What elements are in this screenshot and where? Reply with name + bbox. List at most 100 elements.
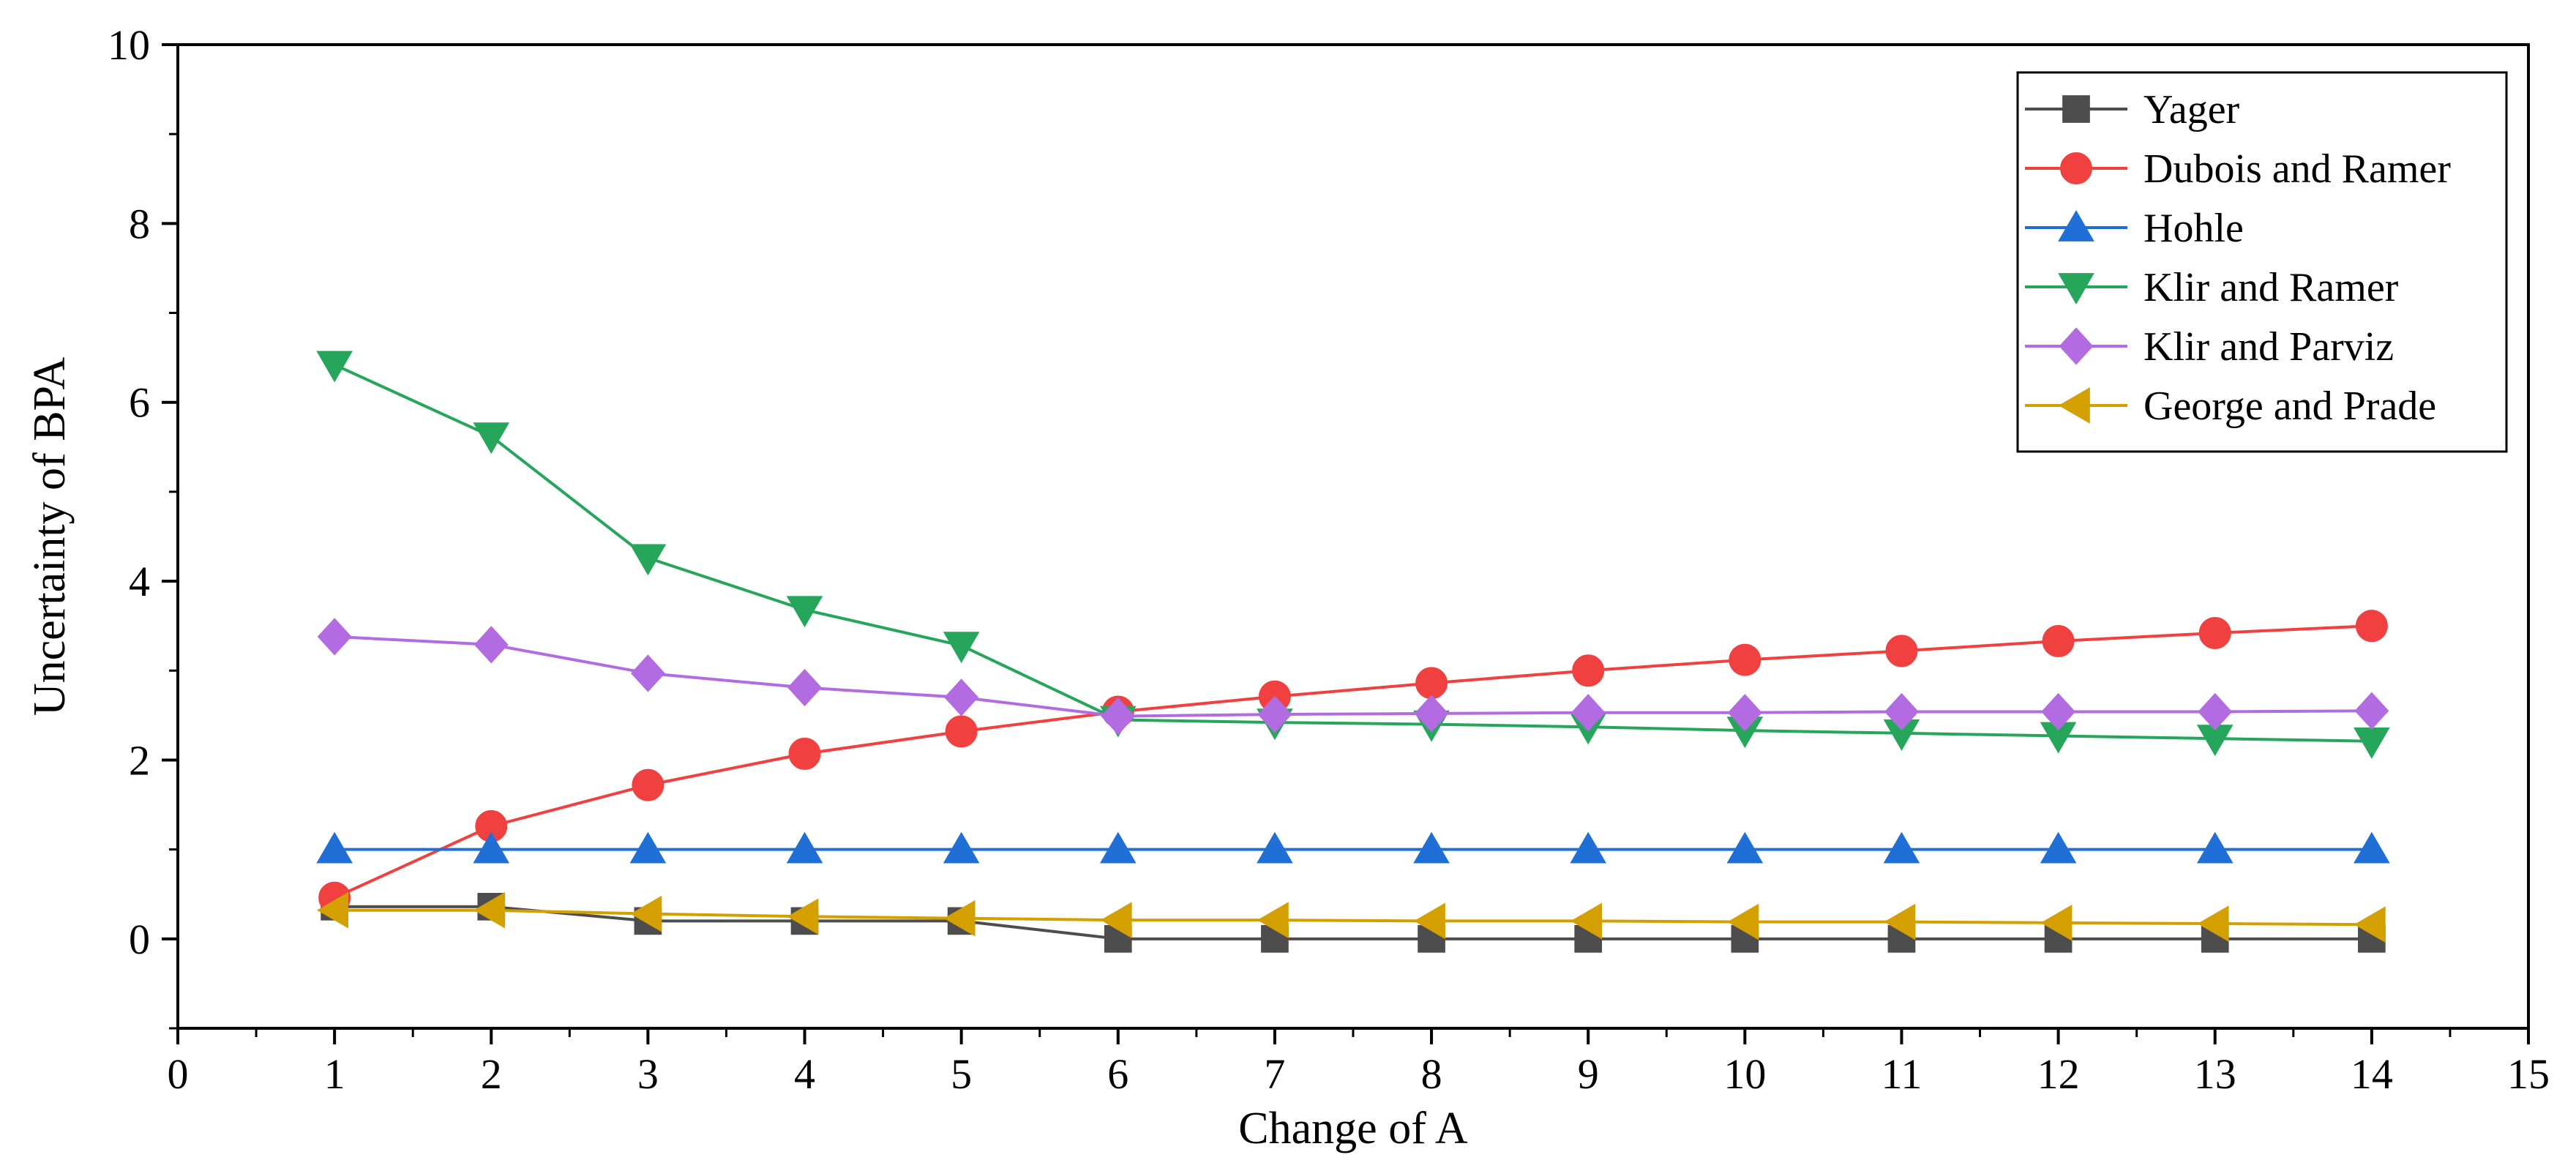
x-tick-label: 15: [2507, 1050, 2550, 1098]
data-point-hohle: [2196, 831, 2234, 864]
data-point-dubois-and-ramer: [1729, 643, 1761, 676]
legend-item-klir-and-ramer: Klir and Ramer: [2025, 265, 2399, 310]
y-tick-label: 8: [129, 200, 150, 247]
legend-marker: [2058, 387, 2090, 424]
x-tick-label: 13: [2194, 1050, 2236, 1098]
legend-label: Yager: [2143, 87, 2240, 132]
data-point-dubois-and-ramer: [1885, 635, 1918, 667]
legend-item-george-and-prade: George and Prade: [2025, 384, 2436, 429]
data-point-hohle: [1570, 831, 1607, 864]
x-tick-label: 6: [1107, 1050, 1128, 1098]
x-tick-label: 9: [1578, 1050, 1599, 1098]
data-point-hohle: [1413, 831, 1450, 864]
y-tick-label: 10: [108, 21, 150, 69]
data-point-klir-and-ramer: [629, 544, 667, 576]
data-point-george-and-prade: [1727, 903, 1759, 940]
series-dubois-and-ramer: [318, 610, 2388, 914]
data-point-dubois-and-ramer: [632, 768, 664, 801]
data-point-george-and-prade: [2197, 905, 2229, 942]
series-line-george-and-prade: [334, 908, 2372, 927]
x-tick-label: 10: [1723, 1050, 1766, 1098]
data-point-george-and-prade: [473, 891, 506, 929]
data-point-klir-and-parviz: [2041, 692, 2076, 731]
legend-label: George and Prade: [2143, 384, 2436, 429]
x-tick-label: 11: [1882, 1050, 1922, 1098]
x-tick-label: 12: [2037, 1050, 2080, 1098]
data-point-klir-and-parviz: [1884, 692, 1919, 731]
data-point-george-and-prade: [317, 891, 348, 929]
data-point-hohle: [2354, 831, 2390, 864]
series-george-and-prade: [317, 891, 2386, 943]
x-tick-label: 7: [1264, 1050, 1285, 1098]
series-line-yager: [334, 905, 2372, 940]
legend-marker: [2059, 327, 2094, 365]
data-point-dubois-and-ramer: [1572, 654, 1605, 687]
x-tick-label: 1: [324, 1050, 345, 1098]
x-tick-label: 0: [168, 1050, 189, 1098]
series-line-klir-and-parviz: [334, 635, 2372, 718]
data-point-klir-and-parviz: [473, 626, 509, 664]
data-point-hohle: [786, 831, 823, 864]
y-axis-title: Uncertainty of BPA: [25, 357, 75, 716]
data-point-klir-and-ramer: [943, 632, 980, 664]
data-point-klir-and-parviz: [1414, 695, 1449, 733]
series-line-dubois-and-ramer: [334, 624, 2372, 899]
data-point-hohle: [2040, 831, 2077, 864]
data-point-george-and-prade: [1884, 903, 1916, 940]
x-axis-title: Change of A: [1238, 1104, 1468, 1153]
data-point-klir-and-ramer: [473, 422, 510, 454]
x-tick-label: 3: [637, 1050, 659, 1098]
data-point-george-and-prade: [1414, 902, 1445, 940]
x-tick-label: 14: [2351, 1050, 2393, 1098]
series-hohle: [316, 831, 2390, 864]
y-tick-label: 0: [129, 916, 150, 963]
data-point-george-and-prade: [787, 898, 819, 935]
x-tick-label: 8: [1421, 1050, 1442, 1098]
data-point-klir-and-parviz: [317, 618, 352, 656]
legend-item-hohle: Hohle: [2025, 206, 2244, 251]
legend-item-dubois-and-ramer: Dubois and Ramer: [2025, 146, 2451, 192]
legend-item-yager: Yager: [2025, 87, 2240, 132]
data-point-klir-and-ramer: [2354, 727, 2390, 759]
series-line-klir-and-ramer: [334, 363, 2372, 743]
data-point-hohle: [629, 831, 667, 864]
data-point-hohle: [473, 831, 510, 864]
data-point-george-and-prade: [2354, 906, 2386, 943]
data-point-george-and-prade: [1257, 902, 1289, 938]
x-tick-label: 4: [794, 1050, 815, 1098]
legend: Yager Dubois and Ramer Hohle Klir and Ramer…: [2016, 71, 2508, 453]
data-point-klir-and-parviz: [787, 668, 822, 707]
x-tick-label: 5: [951, 1050, 972, 1098]
data-point-hohle: [943, 831, 980, 864]
legend-label: Dubois and Ramer: [2143, 146, 2451, 192]
data-point-george-and-prade: [2040, 904, 2073, 941]
legend-marker: [2062, 95, 2090, 123]
data-point-klir-and-parviz: [1570, 694, 1606, 732]
legend-label: Klir and Ramer: [2143, 265, 2399, 310]
data-point-dubois-and-ramer: [945, 715, 978, 748]
data-point-dubois-and-ramer: [788, 737, 821, 770]
data-point-dubois-and-ramer: [1415, 667, 1448, 700]
data-point-hohle: [1726, 831, 1764, 864]
data-point-klir-and-parviz: [630, 654, 665, 692]
data-point-dubois-and-ramer: [2355, 610, 2388, 643]
series-layer: [316, 351, 2390, 953]
series-klir-and-parviz: [317, 618, 2389, 736]
y-tick-label: 4: [129, 558, 150, 605]
legend-label: Klir and Parviz: [2143, 324, 2394, 370]
data-point-klir-and-parviz: [2198, 692, 2233, 731]
data-point-hohle: [1257, 831, 1293, 864]
data-point-hohle: [316, 831, 353, 864]
data-point-dubois-and-ramer: [2042, 624, 2075, 657]
legend-item-klir-and-parviz: Klir and Parviz: [2025, 324, 2394, 370]
legend-marker: [2058, 273, 2094, 305]
data-point-klir-and-parviz: [2354, 692, 2389, 730]
legend-marker: [2060, 152, 2092, 184]
data-point-klir-and-parviz: [1727, 694, 1762, 732]
data-point-dubois-and-ramer: [2198, 616, 2231, 649]
data-point-george-and-prade: [630, 895, 662, 932]
data-point-klir-and-ramer: [316, 351, 353, 383]
data-point-klir-and-parviz: [1101, 697, 1136, 736]
